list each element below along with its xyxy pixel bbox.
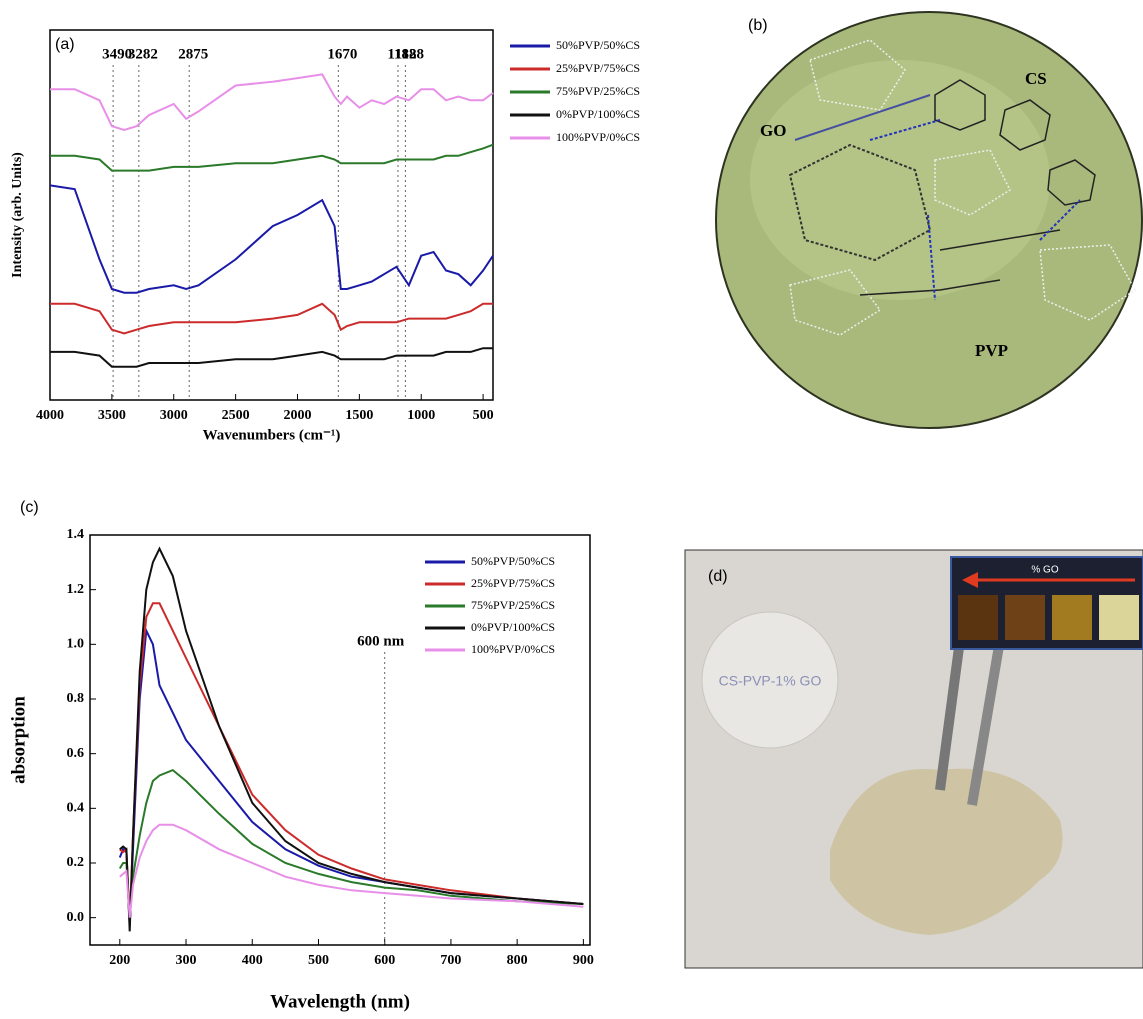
- diagram-panel: (b) GO CS PVP: [716, 12, 1142, 428]
- y-tick-label: 0.4: [67, 801, 85, 816]
- panel-label: (d): [708, 568, 728, 585]
- reference-label: 3282: [128, 46, 158, 62]
- legend-label: 50%PVP/50%CS: [556, 38, 640, 52]
- series-line: [50, 74, 493, 129]
- x-tick-label: 3000: [160, 408, 188, 423]
- photo-panel: (d) CS-PVP-1% GO % GO: [685, 550, 1143, 968]
- y-tick-label: 0.0: [67, 910, 85, 925]
- y-axis-label: absorption: [8, 696, 29, 784]
- plot-frame: [50, 30, 493, 400]
- y-tick-label: 1.2: [67, 582, 85, 597]
- x-tick-label: 1000: [407, 408, 435, 423]
- plot-frame: [90, 535, 590, 945]
- y-tick-label: 1.0: [67, 637, 85, 652]
- legend-label: 0%PVP/100%CS: [471, 620, 555, 634]
- diagram-label: CS: [1025, 69, 1047, 88]
- inset-label: % GO: [1031, 565, 1058, 576]
- legend-label: 25%PVP/75%CS: [471, 576, 555, 590]
- y-tick-label: 1.4: [67, 527, 85, 542]
- legend-label: 100%PVP/0%CS: [471, 642, 555, 656]
- panel-label: (b): [748, 17, 768, 34]
- series-line: [50, 348, 493, 367]
- diagram-label: GO: [760, 121, 786, 140]
- x-tick-label: 400: [242, 953, 263, 968]
- x-tick-label: 4000: [36, 408, 64, 423]
- vial: [1005, 595, 1045, 640]
- series-line: [120, 825, 584, 918]
- x-tick-label: 500: [473, 408, 494, 423]
- legend-label: 75%PVP/25%CS: [471, 598, 555, 612]
- x-tick-label: 1500: [345, 408, 373, 423]
- y-tick-label: 0.8: [67, 691, 85, 706]
- x-tick-label: 500: [308, 953, 329, 968]
- x-tick-label: 200: [109, 953, 130, 968]
- series-line: [120, 770, 584, 918]
- series-line: [50, 185, 493, 292]
- x-tick-label: 3500: [98, 408, 126, 423]
- reference-label: 1128: [395, 46, 424, 62]
- vial: [1052, 595, 1092, 640]
- x-tick-label: 2000: [283, 408, 311, 423]
- x-tick-label: 900: [573, 953, 594, 968]
- x-tick-label: 800: [507, 953, 528, 968]
- legend-label: 0%PVP/100%CS: [556, 107, 640, 121]
- legend-label: 75%PVP/25%CS: [556, 84, 640, 98]
- x-tick-label: 300: [176, 953, 197, 968]
- film-text: CS-PVP-1% GO: [719, 673, 822, 689]
- legend-label: 25%PVP/75%CS: [556, 61, 640, 75]
- reference-label: 600 nm: [357, 633, 405, 649]
- diagram-label: PVP: [975, 341, 1008, 360]
- legend-label: 50%PVP/50%CS: [471, 554, 555, 568]
- panel-label: (a): [55, 36, 75, 53]
- figure: (b) GO CS PVP (d) CS-PVP-1% GO % GO (a): [0, 0, 1143, 1014]
- x-axis-label: Wavenumbers (cm⁻¹): [203, 427, 341, 443]
- y-tick-label: 0.6: [67, 746, 85, 761]
- panel-label: (c): [20, 499, 39, 516]
- reference-label: 2875: [178, 46, 208, 62]
- vial: [958, 595, 998, 640]
- x-tick-label: 2500: [222, 408, 250, 423]
- reference-label: 1670: [327, 46, 357, 62]
- y-tick-label: 0.2: [67, 855, 85, 870]
- y-axis-label: Intensity (arb. Units): [10, 152, 25, 278]
- series-line: [50, 145, 493, 171]
- x-tick-label: 700: [440, 953, 461, 968]
- x-axis-label: Wavelength (nm): [270, 991, 410, 1012]
- vial: [1099, 595, 1139, 640]
- x-tick-label: 600: [374, 953, 395, 968]
- legend-label: 100%PVP/0%CS: [556, 130, 640, 144]
- series-line: [50, 304, 493, 334]
